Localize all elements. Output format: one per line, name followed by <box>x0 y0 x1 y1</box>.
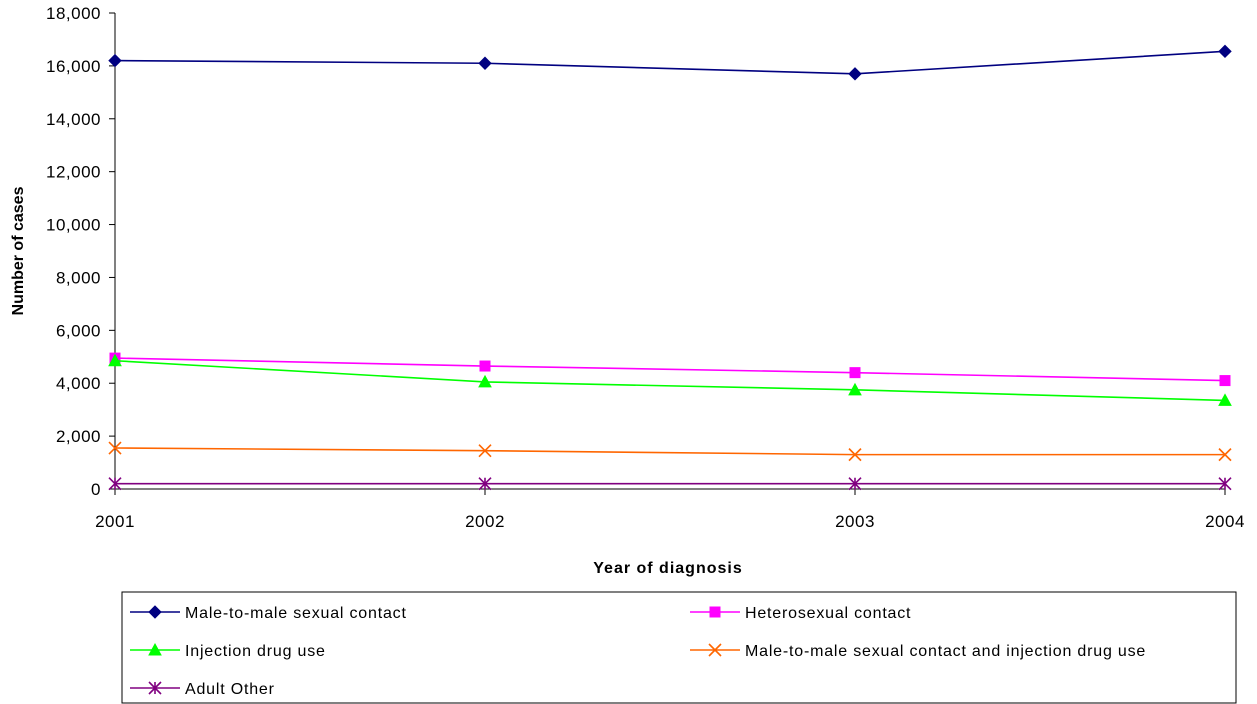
x-tick-label: 2003 <box>835 512 875 531</box>
data-point <box>849 367 861 379</box>
legend-item: Male-to-male sexual contact <box>130 605 407 622</box>
legend-box <box>121 591 1237 704</box>
legend: Male-to-male sexual contact Heterosexual … <box>121 591 1237 704</box>
series-line <box>114 359 1226 402</box>
data-point <box>478 477 492 491</box>
legend-item: Injection drug use <box>130 642 326 660</box>
data-point <box>478 374 492 388</box>
data-point <box>848 448 862 462</box>
series-3 <box>108 441 1232 462</box>
data-point <box>108 441 122 455</box>
legend-item: Male-to-male sexual contact and injectio… <box>690 643 1146 660</box>
data-point <box>848 477 862 491</box>
data-point <box>1219 375 1231 387</box>
legend-item: Heterosexual contact <box>690 605 911 622</box>
data-point <box>1218 393 1232 406</box>
series-4 <box>108 477 1232 491</box>
y-tick-label: 8,000 <box>56 268 101 287</box>
data-point <box>478 444 492 458</box>
legend-label: Adult Other <box>185 681 275 698</box>
data-point <box>108 53 122 68</box>
data-point <box>108 353 122 367</box>
y-tick-label: 14,000 <box>46 110 101 129</box>
legend-label: Injection drug use <box>185 643 326 660</box>
series-line <box>114 357 1226 382</box>
series-line <box>114 50 1226 75</box>
legend-marker <box>709 606 721 618</box>
data-point <box>848 382 862 396</box>
x-tick-label: 2002 <box>465 512 505 531</box>
legend-marker <box>148 642 162 656</box>
data-point <box>848 67 862 81</box>
x-tick-label: 2004 <box>1205 512 1245 531</box>
series-line <box>114 447 1225 456</box>
legend-item: Adult Other <box>130 681 275 698</box>
legend-marker <box>148 681 162 695</box>
legend-label: Male-to-male sexual contact and injectio… <box>745 643 1146 660</box>
data-point <box>478 56 492 70</box>
x-tick-label: 2001 <box>95 512 135 531</box>
y-tick-label: 10,000 <box>46 216 101 235</box>
y-tick-label: 2,000 <box>56 427 101 446</box>
y-tick-label: 6,000 <box>56 321 101 340</box>
series-2 <box>108 353 1232 406</box>
y-tick-label: 4,000 <box>56 374 101 393</box>
data-point <box>1218 448 1232 462</box>
data-point <box>108 477 122 491</box>
x-axis-title: Year of diagnosis <box>593 560 742 577</box>
x-axis: 2001 2002 2003 2004 <box>95 488 1245 531</box>
data-point <box>1218 477 1232 491</box>
series-0 <box>108 44 1232 81</box>
data-point <box>1218 44 1232 59</box>
y-tick-label: 16,000 <box>46 57 101 76</box>
plot-area <box>108 44 1232 491</box>
y-axis-title: Number of cases <box>10 186 27 315</box>
y-tick-label: 12,000 <box>46 163 101 182</box>
data-point <box>479 360 491 372</box>
legend-marker <box>148 605 162 619</box>
y-tick-label: 18,000 <box>46 4 101 23</box>
legend-label: Heterosexual contact <box>745 605 911 622</box>
y-tick-label: 0 <box>91 480 101 499</box>
legend-marker <box>708 643 722 657</box>
y-axis: 0 2,000 4,000 6,000 8,000 10,000 12,000 14,000 1… <box>46 4 116 499</box>
series-1 <box>109 352 1231 387</box>
legend-label: Male-to-male sexual contact <box>185 605 407 622</box>
